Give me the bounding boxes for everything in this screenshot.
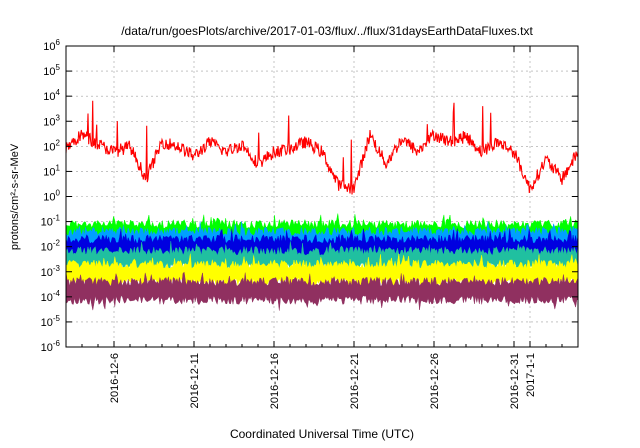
y-axis-label: protons/cm²-s-sr-MeV — [9, 143, 21, 250]
chart-title: /data/run/goesPlots/archive/2017-01-03/f… — [121, 24, 533, 38]
y-tick-label: 10-3 — [41, 264, 61, 279]
y-tick-label: 102 — [43, 138, 60, 153]
y-tick-label: 106 — [43, 38, 60, 53]
flux-bands — [65, 213, 579, 311]
x-tick-label: 2016-12-16 — [269, 353, 281, 409]
y-tick-label: 104 — [43, 88, 60, 103]
x-tick-label: 2016-12-21 — [349, 353, 361, 409]
y-tick-label: 100 — [43, 189, 60, 204]
y-tick-label: 103 — [43, 113, 60, 128]
y-ticks: 106 105 104 103 102 101 100 10-1 10-2 10-3 10-4 10-… — [41, 38, 578, 354]
y-tick-label: 101 — [43, 163, 60, 178]
y-tick-label: 10-6 — [41, 339, 61, 354]
x-tick-label: 2016-12-11 — [189, 353, 201, 408]
x-tick-label: 2017-1-1 — [525, 353, 537, 397]
x-tick-label: 2016-12-26 — [429, 353, 441, 409]
x-tick-label: 2016-12-31 — [509, 353, 521, 409]
red-series — [65, 100, 579, 195]
y-tick-label: 10-4 — [41, 289, 61, 304]
y-tick-label: 10-1 — [41, 214, 61, 229]
y-tick-label: 105 — [43, 63, 60, 78]
y-tick-label: 10-5 — [41, 314, 61, 329]
y-tick-label: 10-2 — [41, 239, 61, 254]
x-axis-label: Coordinated Universal Time (UTC) — [230, 427, 414, 441]
x-tick-label: 2016-12-6 — [109, 353, 121, 403]
x-ticks: 2016-12-6 2016-12-11 2016-12-16 2016-12-21 2… — [65, 46, 579, 409]
red-series-line — [65, 100, 579, 195]
